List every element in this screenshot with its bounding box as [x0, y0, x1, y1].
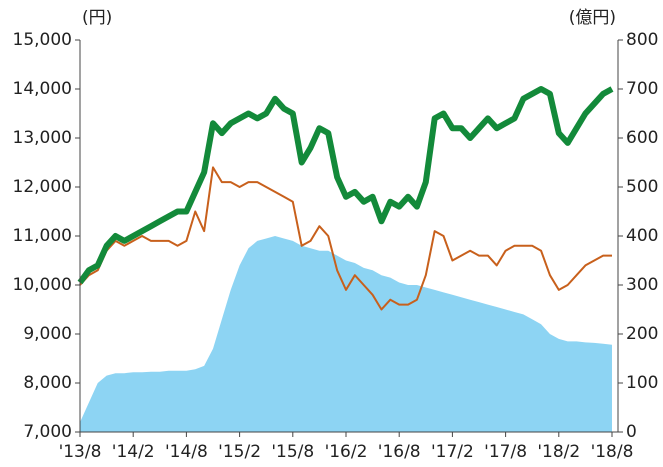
x-tick-label: '16/8	[378, 442, 421, 462]
x-tick-label: '15/8	[271, 442, 314, 462]
y-tick-label: 15,000	[13, 30, 72, 50]
y-tick-label: 13,000	[13, 128, 72, 148]
y2-tick-label: 100	[626, 373, 658, 393]
y2-axis-label: (億円)	[569, 8, 616, 28]
y-tick-label: 11,000	[13, 226, 72, 246]
area	[80, 236, 612, 432]
y-tick-label: 14,000	[13, 79, 72, 99]
y-tick-label: 7,000	[23, 422, 72, 442]
y-tick-label: 8,000	[23, 373, 72, 393]
y2-tick-label: 500	[626, 177, 658, 197]
y2-tick-label: 400	[626, 226, 658, 246]
line	[79, 166, 612, 311]
x-tick-label: '14/2	[112, 442, 155, 462]
x-tick-label: '16/2	[325, 442, 368, 462]
y-axis-label: (円)	[82, 8, 112, 28]
x-tick-label: '15/2	[218, 442, 261, 462]
x-tick-label: '18/8	[591, 442, 634, 462]
y2-tick-label: 700	[626, 79, 658, 99]
x-tick-label: '13/8	[59, 442, 102, 462]
line	[77, 86, 614, 285]
x-tick-label: '18/2	[537, 442, 580, 462]
y2-tick-label: 600	[626, 128, 658, 148]
y2-tick-label: 300	[626, 275, 658, 295]
y2-tick-label: 200	[626, 324, 658, 344]
x-tick-label: '17/2	[431, 442, 474, 462]
x-tick-label: '17/8	[484, 442, 527, 462]
x-tick-label: '14/8	[165, 442, 208, 462]
y-tick-label: 12,000	[13, 177, 72, 197]
y2-tick-label: 0	[626, 422, 637, 442]
y-tick-label: 10,000	[13, 275, 72, 295]
y-tick-label: 9,000	[23, 324, 72, 344]
y2-tick-label: 800	[626, 30, 658, 50]
